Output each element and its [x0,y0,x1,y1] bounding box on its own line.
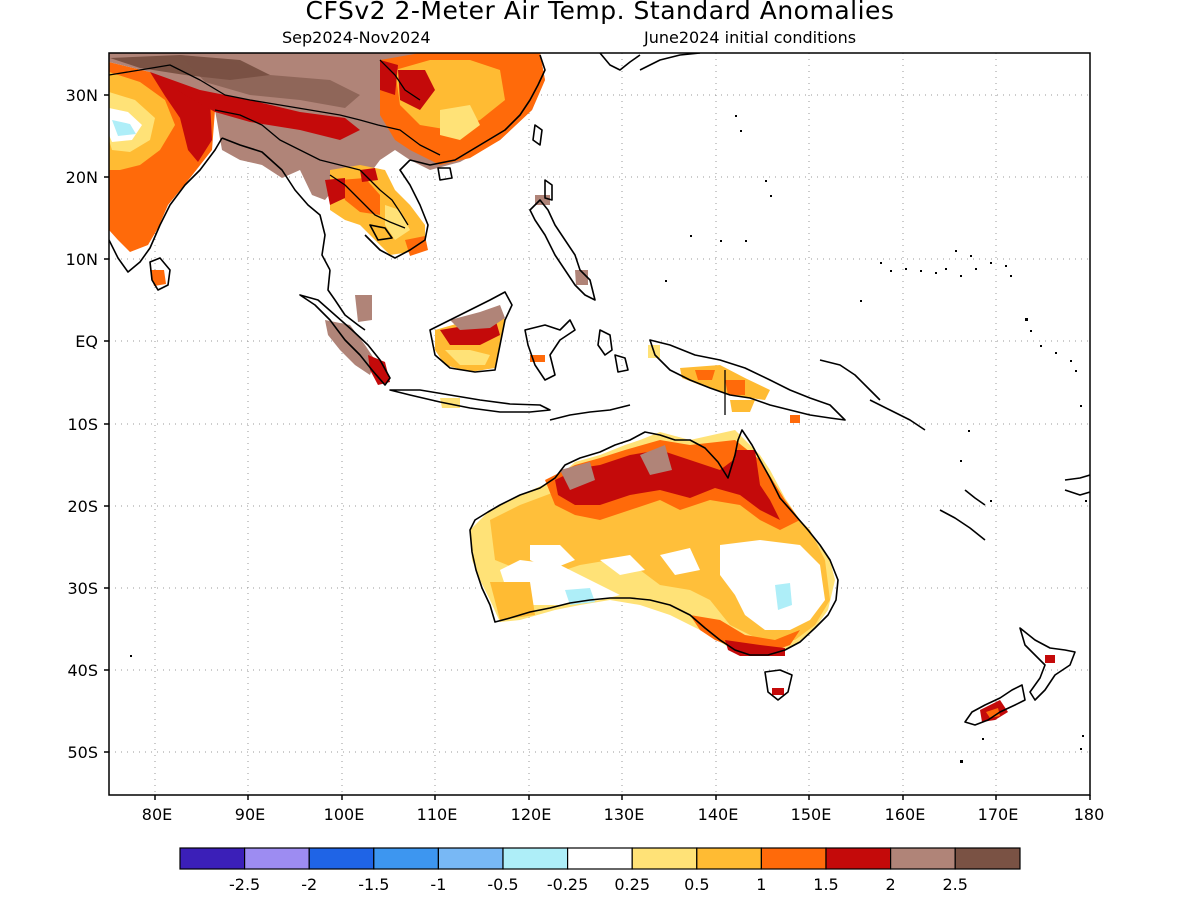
colorbar-bin [631,847,698,870]
lat-label: 50S [67,743,98,762]
colorbar-bin [437,847,504,870]
colorbar [179,847,1021,870]
lon-label: 160E [885,805,926,824]
lon-label: 130E [604,805,645,824]
lat-label: EQ [75,332,98,351]
lon-label: 150E [791,805,832,824]
pacific-islands [130,115,1087,763]
lat-label: 30N [66,86,98,105]
colorbar-label: -2 [301,875,317,894]
lat-label: 10N [66,250,98,269]
lon-ticks [154,795,1091,800]
colorbar-label: -2.5 [229,875,260,894]
lon-label: 140E [698,805,739,824]
map-title: CFSv2 2-Meter Air Temp. Standard Anomali… [305,0,895,25]
lat-ticks [104,94,109,753]
colorbar-label: 2.5 [942,875,967,894]
colorbar-bin [954,847,1021,870]
colorbar-label: 0.5 [684,875,709,894]
lon-label: 100E [324,805,365,824]
colorbar-bin [179,847,246,870]
colorbar-bin [373,847,439,870]
lat-label: 30S [67,579,98,598]
australia-anomaly-field [470,430,835,695]
colorbar-bin [502,847,569,870]
colorbar-label: 0.25 [614,875,650,894]
colorbar-bin [760,847,827,870]
lat-label: 40S [67,661,98,680]
lat-label: 20S [67,497,98,516]
colorbar-label: 1 [756,875,766,894]
nz-anomaly-field [980,655,1055,722]
lon-label: 180 [1074,805,1105,824]
maritime-anomaly-field [325,195,660,408]
colorbar-labels: -2.5 -2 -1.5 -1 -0.5 -0.25 0.25 0.5 1 1.… [229,875,968,894]
lon-label: 110E [417,805,458,824]
lon-label: 170E [978,805,1019,824]
colorbar-bin [825,847,892,870]
colorbar-label: -0.25 [547,875,588,894]
colorbar-bin [566,847,633,870]
initial-conditions: June2024 initial conditions [644,28,857,47]
lon-label: 90E [235,805,265,824]
lat-label: 20N [66,168,98,187]
lon-label: 120E [511,805,552,824]
lat-label: 10S [67,415,98,434]
coastlines [109,53,1090,726]
colorbar-label: 2 [886,875,896,894]
lon-label: 80E [142,805,172,824]
colorbar-bin [696,847,762,870]
lat-labels: 30N 20N 10N EQ 10S 20S 30S 40S 50S [66,86,98,762]
india-anomaly-field [109,62,215,286]
colorbar-bin [308,847,375,870]
lon-labels: 80E 90E 100E 110E 120E 130E 140E 150E 16… [142,805,1105,824]
colorbar-label: -1.5 [358,875,389,894]
colorbar-label: 1.5 [813,875,838,894]
forecast-period: Sep2024-Nov2024 [282,28,431,47]
gridlines [109,53,1090,795]
colorbar-bin [889,847,956,870]
colorbar-label: -0.5 [487,875,518,894]
colorbar-label: -1 [430,875,446,894]
colorbar-bin [244,847,310,870]
map-background [109,53,1090,795]
